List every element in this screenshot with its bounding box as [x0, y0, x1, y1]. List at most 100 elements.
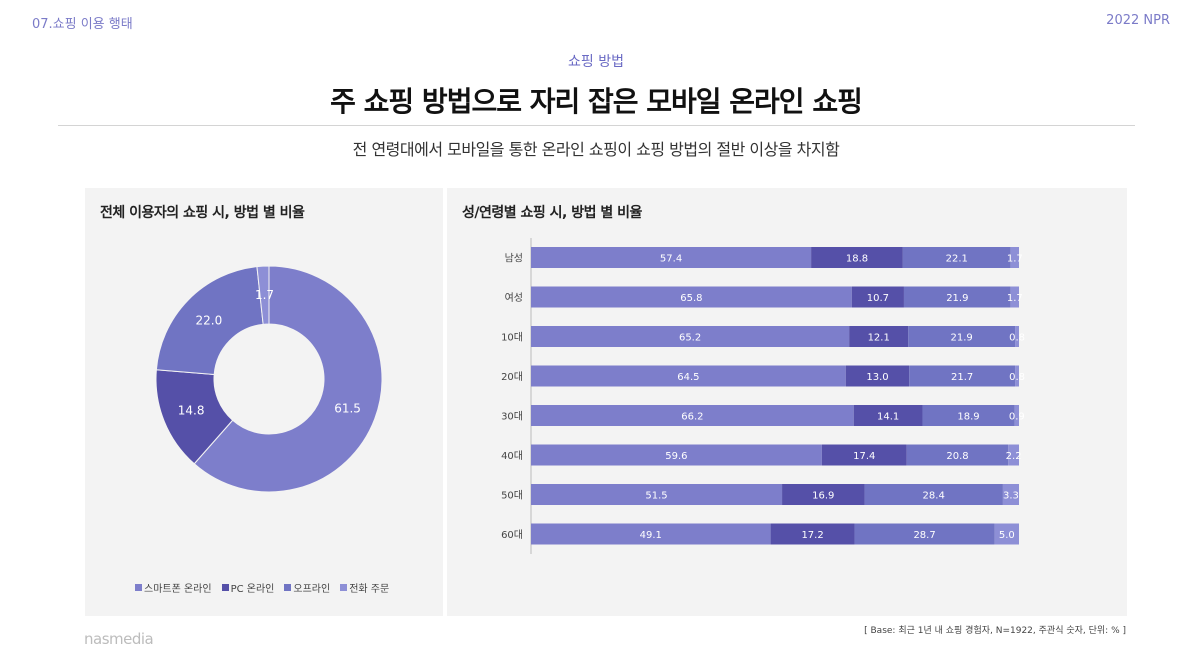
donut-slice: [155, 266, 264, 376]
category-label: 60대: [501, 529, 523, 541]
bar-segment: [531, 444, 822, 466]
bar-value-label: 0.8: [1009, 333, 1025, 344]
title-divider: [58, 125, 1135, 126]
bar-segment: [845, 365, 910, 387]
bar-value-label: 22.1: [946, 254, 968, 265]
donut-panel: 전체 이용자의 쇼핑 시, 방법 별 비율 61.5 14.8 22.0 1.7 스마…: [85, 188, 443, 616]
bar-value-label: 16.9: [812, 491, 834, 502]
bar-segment: [531, 484, 783, 505]
category-label: 10대: [501, 332, 523, 344]
bar-value-label: 1.7: [1007, 293, 1023, 304]
bar-segment: [1008, 444, 1019, 466]
bar-value-label: 57.4: [660, 254, 682, 265]
legend-item: 오프라인: [284, 580, 330, 595]
bar-value-label: 2.2: [1006, 451, 1022, 462]
donut-slice: [193, 265, 383, 493]
category-label: 20대: [501, 371, 523, 383]
bar-segment: [811, 247, 903, 268]
bar-segment: [1015, 365, 1019, 387]
bar-segment: [531, 405, 854, 426]
bar-segment: [1010, 247, 1019, 268]
stacked-bar-chart: 남성 57.4 18.8 22.1 1.7 여성 65.8 10.7 21.9 1.7 10대 65.…: [501, 238, 1025, 554]
bar-value-label: 5.0: [999, 530, 1015, 541]
legend-item: PC 온라인: [221, 580, 274, 595]
bar-value-label: 0.9: [1009, 412, 1025, 423]
legend-swatch: [135, 584, 142, 591]
donut-slice-label: 1.7: [255, 288, 274, 302]
bar-value-label: 21.9: [946, 293, 968, 304]
bar-segment: [1010, 286, 1019, 308]
donut-slice: [256, 265, 270, 325]
bar-segment: [909, 365, 1016, 387]
bar-segment: [1002, 484, 1019, 505]
legend-item: 스마트폰 온라인: [135, 580, 212, 595]
category-label: 30대: [501, 411, 523, 423]
legend-label: 오프라인: [293, 584, 331, 595]
category-label: 40대: [501, 450, 523, 462]
bar-value-label: 59.6: [665, 451, 687, 462]
bar-value-label: 20.8: [946, 451, 968, 462]
bar-segment: [531, 286, 852, 308]
bar-panel: 성/연령별 쇼핑 시, 방법 별 비율 남성 57.4 18.8 22.1 1.7 여성 6…: [447, 188, 1127, 616]
brand-logo: nasmedia: [84, 630, 154, 648]
donut-slice-label: 61.5: [334, 402, 361, 416]
bar-value-label: 51.5: [645, 491, 667, 502]
bar-segment: [531, 365, 846, 387]
bar-segment: [853, 405, 923, 426]
bar-segment: [994, 523, 1019, 545]
legend-label: 스마트폰 온라인: [144, 584, 212, 595]
bar-value-label: 49.1: [640, 530, 662, 541]
bar-segment: [849, 326, 909, 347]
bar-value-label: 0.8: [1009, 372, 1025, 383]
legend-item: 전화 주문: [340, 580, 389, 595]
bar-chart-title: 성/연령별 쇼핑 시, 방법 별 비율: [462, 205, 642, 221]
legend-swatch: [284, 584, 292, 591]
bar-segment: [782, 484, 865, 505]
bar-value-label: 17.2: [801, 530, 823, 541]
category-label: 여성: [505, 292, 523, 304]
bar-segment: [922, 405, 1015, 426]
bar-value-label: 17.4: [853, 451, 875, 462]
category-label: 남성: [505, 253, 523, 265]
bar-segment: [770, 523, 855, 545]
bar-segment: [902, 247, 1011, 268]
bar-segment: [1014, 405, 1019, 426]
section-label: 쇼핑 방법: [568, 54, 624, 70]
legend-swatch: [221, 584, 229, 591]
bar-segment: [903, 286, 1011, 308]
bar-value-label: 14.1: [877, 412, 899, 423]
bar-value-label: 65.8: [680, 293, 702, 304]
bar-segment: [821, 444, 907, 466]
bar-value-label: 13.0: [866, 372, 888, 383]
category-label: 50대: [501, 490, 523, 502]
bar-value-label: 65.2: [679, 333, 701, 344]
bar-segment: [906, 444, 1009, 466]
donut-slice-label: 22.0: [196, 313, 223, 327]
bar-segment: [851, 286, 904, 308]
section-header: 07.쇼핑 이용 행태: [32, 17, 133, 32]
page-title: 주 쇼핑 방법으로 자리 잡은 모바일 온라인 쇼핑: [330, 85, 863, 118]
bar-value-label: 1.7: [1007, 254, 1023, 265]
bar-segment: [531, 326, 850, 347]
donut-legend: 스마트폰 온라인 PC 온라인 오프라인 전화 주문: [135, 580, 389, 595]
bar-segment: [531, 523, 771, 545]
bar-value-label: 18.8: [846, 254, 868, 265]
donut-chart-title: 전체 이용자의 쇼핑 시, 방법 별 비율: [100, 205, 305, 221]
donut-slice-label: 14.8: [178, 403, 205, 417]
base-footnote: [ Base: 최근 1년 내 쇼핑 경험자, N=1922, 주관식 숫자, …: [864, 626, 1126, 636]
bar-value-label: 3.3: [1003, 491, 1019, 502]
bar-value-label: 21.9: [951, 333, 973, 344]
bar-value-label: 28.4: [923, 491, 945, 502]
bar-value-label: 64.5: [677, 372, 699, 383]
bar-value-label: 21.7: [951, 372, 973, 383]
bar-segment: [854, 523, 995, 545]
bar-value-label: 66.2: [681, 412, 703, 423]
bar-segment: [531, 247, 812, 268]
donut-chart: 61.5 14.8 22.0 1.7: [155, 265, 383, 493]
legend-label: 전화 주문: [349, 584, 390, 595]
bar-value-label: 18.9: [957, 412, 979, 423]
bar-segment: [864, 484, 1003, 505]
report-label: 2022 NPR: [1106, 13, 1170, 28]
bar-segment: [908, 326, 1016, 347]
bar-value-label: 12.1: [868, 333, 890, 344]
